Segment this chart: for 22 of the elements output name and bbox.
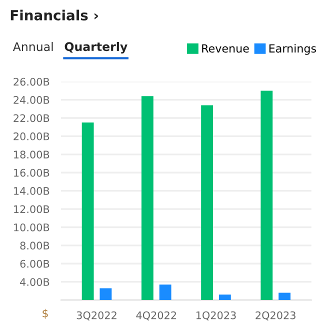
y-tick-label: 26.00B: [14, 78, 50, 86]
y-tick-label: 24.00B: [14, 96, 50, 104]
y-tick-label: 22.00B: [14, 114, 50, 122]
y-tick-label: 6.00B: [20, 260, 50, 268]
y-tick-label: 14.00B: [14, 187, 50, 195]
y-tick-label: 8.00B: [20, 242, 50, 250]
legend-label: Revenue: [202, 44, 249, 53]
x-tick-label: 3Q2022: [76, 311, 116, 320]
y-tick-label: 18.00B: [14, 150, 50, 159]
x-tick-label: 2Q2023: [256, 311, 296, 320]
text: Annual: [12, 42, 53, 52]
x-tick-label: 4Q2022: [136, 311, 176, 320]
y-tick-label: 16.00B: [14, 168, 50, 177]
y-tick-label: 4.00B: [20, 278, 50, 286]
x-tick-label: 1Q2023: [196, 311, 236, 320]
text: Quarterly: [64, 42, 128, 54]
legend-label: Earnings: [269, 44, 316, 55]
y-tick-label: 10.00B: [14, 223, 50, 232]
chart-title: Financials ›: [10, 10, 98, 20]
text: $: [42, 308, 48, 319]
y-tick-label: 20.00B: [14, 132, 50, 140]
y-tick-label: 12.00B: [14, 205, 50, 214]
